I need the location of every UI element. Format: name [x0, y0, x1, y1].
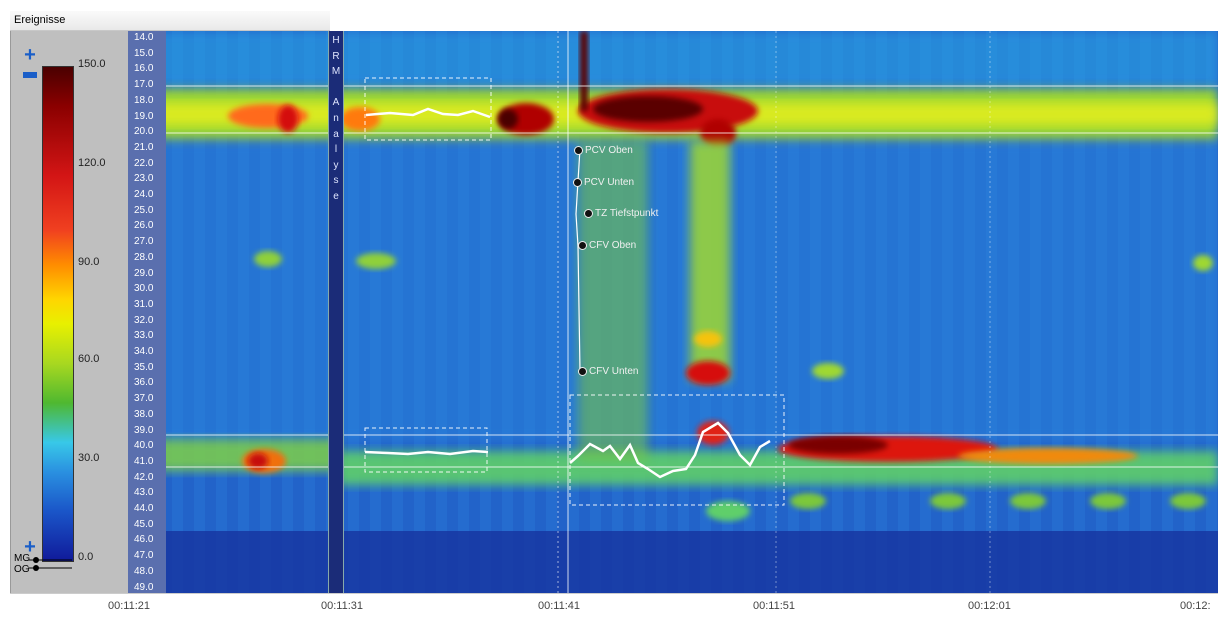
sensor-position-tick: 36.0	[134, 377, 154, 389]
sensor-position-tick: 48.0	[134, 565, 154, 577]
hrm-strip-letter: A	[332, 97, 340, 109]
sensor-position-tick: 26.0	[134, 220, 154, 232]
sensor-position-tick: 47.0	[134, 550, 154, 562]
hrm-strip-letter: a	[333, 128, 339, 140]
sensor-position-tick: 30.0	[134, 283, 154, 295]
sensor-position-tick: 38.0	[134, 408, 154, 420]
event-label-cfv-unten[interactable]: CFV Unten	[589, 366, 639, 377]
pressure-topography-heatmap[interactable]	[128, 31, 1218, 593]
selection-box-event	[569, 394, 785, 506]
sensor-position-tick: 16.0	[134, 63, 154, 75]
sensor-position-tick: 33.0	[134, 330, 154, 342]
sensor-position-tick: 39.0	[134, 424, 154, 436]
event-marker-pcv-unten[interactable]	[573, 178, 582, 187]
sensor-position-tick: 27.0	[134, 236, 154, 248]
hrm-strip-letter: y	[333, 159, 339, 171]
sensor-position-tick: 22.0	[134, 157, 154, 169]
sensor-position-tick: 46.0	[134, 534, 154, 546]
hrm-strip-letter: s	[333, 175, 339, 187]
sensor-position-tick: 18.0	[134, 94, 154, 106]
sensor-position-tick: 37.0	[134, 393, 154, 405]
sensor-position-tick: 34.0	[134, 346, 154, 357]
sensor-position-tick: 25.0	[134, 204, 154, 216]
sensor-position-axis	[128, 31, 166, 593]
event-marker-pcv-oben[interactable]	[574, 146, 583, 155]
sensor-position-tick: 24.0	[134, 189, 154, 200]
time-axis	[10, 593, 1218, 618]
sensor-position-tick: 41.0	[134, 455, 154, 467]
hrm-strip-letter: n	[333, 113, 339, 124]
marker-og-label[interactable]: OG	[14, 564, 30, 575]
time-tick: 00:11:41	[538, 600, 581, 612]
event-label-pcv-oben[interactable]: PCV Oben	[585, 145, 633, 156]
hrm-strip-letter: l	[334, 144, 338, 156]
time-tick: 00:11:51	[753, 600, 796, 612]
marker-mg-label[interactable]: MG	[14, 553, 31, 564]
sensor-position-tick: 35.0	[134, 361, 154, 373]
panel-title: Ereignisse	[14, 14, 66, 26]
time-tick: 00:11:21	[108, 600, 151, 612]
event-marker-cfv-oben[interactable]	[578, 241, 587, 250]
sensor-position-tick: 40.0	[134, 440, 154, 452]
colorbar-tick: 0.0	[78, 551, 94, 563]
colorbar-tick: 60.0	[78, 353, 100, 365]
marker-lines[interactable]	[28, 556, 76, 572]
selection-box-lower	[364, 427, 488, 473]
pressure-trace-event	[569, 421, 771, 479]
sensor-position-tick: 31.0	[134, 298, 154, 310]
hrm-strip-letter: R	[332, 50, 340, 62]
pressure-trace-upper	[365, 107, 491, 119]
sensor-position-tick: 23.0	[134, 173, 154, 185]
sensor-position-tick: 45.0	[134, 518, 154, 530]
event-label-tz-tiefstpunkt[interactable]: TZ Tiefstpunkt	[595, 208, 659, 219]
zoom-out-button[interactable]	[23, 72, 37, 78]
event-marker-cfv-unten[interactable]	[578, 367, 587, 376]
sensor-position-tick: 43.0	[134, 487, 154, 499]
hrm-strip-letter: M	[331, 66, 341, 78]
selection-box-upper	[364, 77, 492, 141]
colorbar-tick: 90.0	[78, 256, 100, 268]
sensor-position-tick: 42.0	[134, 471, 154, 483]
sensor-position-tick: 32.0	[134, 314, 154, 326]
pressure-trace-lower	[364, 449, 489, 456]
event-connector-line	[575, 148, 581, 372]
event-marker-tz-tiefstpunkt[interactable]	[584, 209, 593, 218]
sensor-position-tick: 14.0	[134, 32, 154, 43]
sensor-position-tick: 17.0	[134, 79, 154, 91]
pressure-colorbar[interactable]	[42, 66, 74, 562]
sensor-position-tick: 44.0	[134, 503, 154, 514]
sensor-position-tick: 28.0	[134, 251, 154, 263]
colorbar-tick: 150.0	[78, 58, 106, 70]
event-label-pcv-unten[interactable]: PCV Unten	[584, 177, 635, 188]
colorbar-tick: 30.0	[78, 452, 100, 464]
event-label-cfv-oben[interactable]: CFV Oben	[589, 240, 637, 251]
sensor-position-tick: 19.0	[134, 110, 154, 122]
hrm-strip-letter: H	[332, 35, 340, 46]
zoom-in-bottom-button[interactable]: +	[24, 536, 36, 558]
marker-og-handle	[33, 565, 39, 571]
sensor-position-tick: 29.0	[134, 267, 154, 279]
events-panel-header: Ereignisse	[10, 11, 330, 31]
sensor-position-tick: 20.0	[134, 126, 154, 138]
time-tick: 00:11:31	[321, 600, 364, 612]
marker-mg-handle	[33, 557, 39, 563]
sensor-position-tick: 21.0	[134, 141, 154, 153]
time-tick: 00:12:01	[968, 600, 1011, 612]
time-tick: 00:12:	[1180, 600, 1211, 612]
sensor-position-tick: 15.0	[134, 47, 154, 59]
colorbar-tick: 120.0	[78, 157, 106, 169]
sensor-position-tick: 49.0	[134, 581, 154, 593]
hrm-strip-letter: e	[333, 191, 339, 202]
zoom-in-top-button[interactable]: +	[24, 44, 36, 66]
